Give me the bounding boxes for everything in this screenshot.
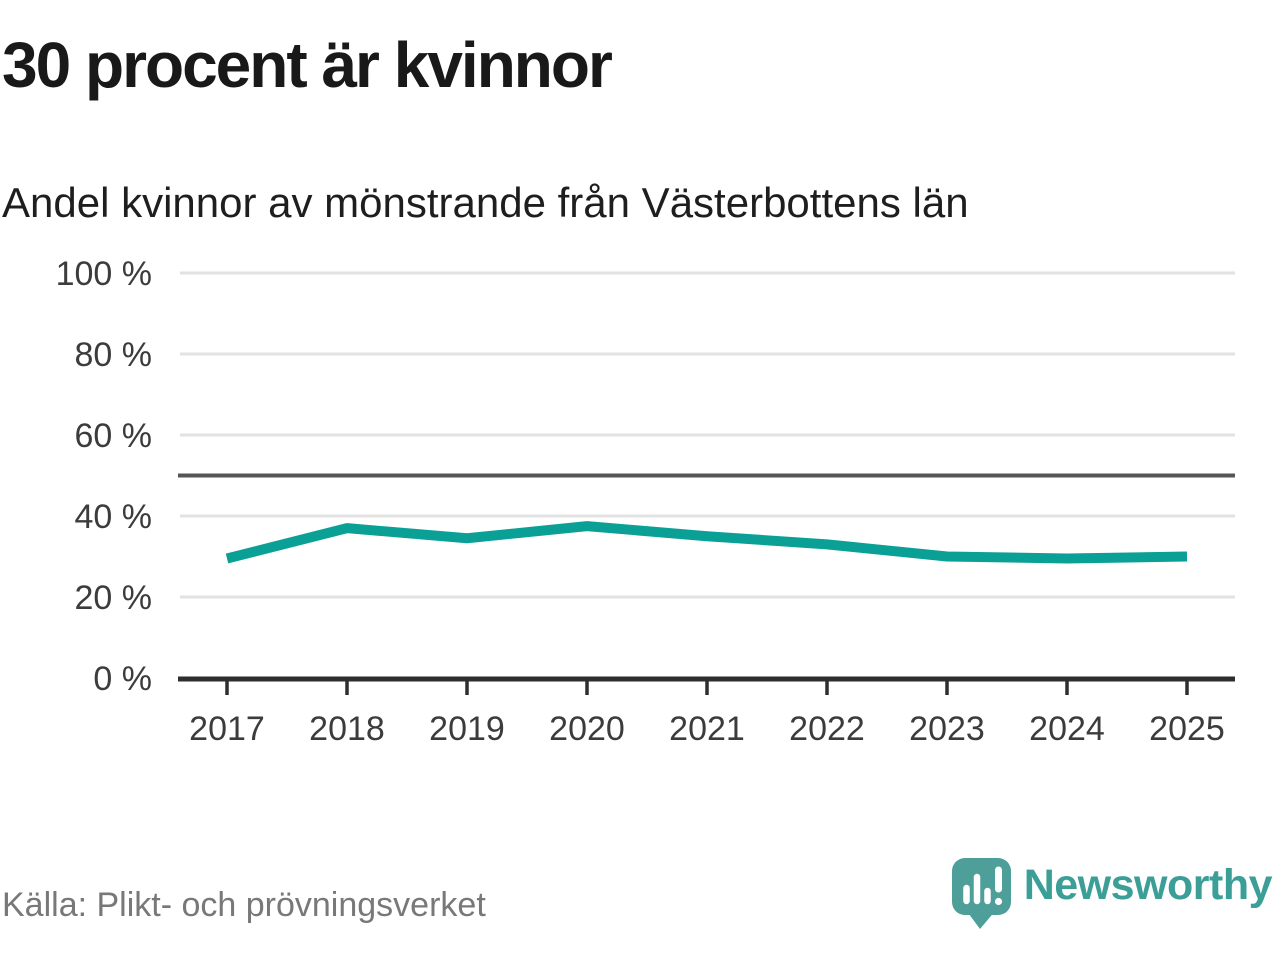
newsworthy-logo: Newsworthy (951, 858, 1273, 934)
logo-bubble (951, 858, 1011, 915)
data-line (225, 521, 1188, 564)
y-axis-label: 40 % (75, 498, 153, 536)
x-axis-label: 2017 (189, 710, 265, 748)
x-axis-label: 2018 (309, 710, 385, 748)
x-axis-label: 2022 (789, 710, 865, 748)
newsworthy-wordmark: Newsworthy (1023, 861, 1273, 909)
x-axis-label: 2024 (1029, 710, 1105, 748)
chart-subtitle: Andel kvinnor av mönstrande från Västerb… (2, 179, 969, 226)
logo-exclamation-dot (994, 897, 1002, 906)
x-axis-label: 2023 (909, 710, 985, 748)
y-axis-label: 60 % (75, 417, 153, 455)
x-axis-label: 2025 (1149, 710, 1225, 748)
y-axis-label: 80 % (75, 336, 153, 374)
x-axis-label: 2020 (549, 710, 625, 748)
x-axis-label: 2021 (669, 710, 745, 748)
x-axis-label: 2019 (429, 710, 505, 748)
chart-title: 30 procent är kvinnor (2, 29, 613, 101)
y-axis-label: 0 % (93, 660, 152, 698)
y-axis-label: 100 % (56, 255, 152, 293)
newsworthy-logo-icon (951, 858, 1011, 929)
source-note: Källa: Plikt- och prövningsverket (2, 886, 486, 924)
y-axis-label: 20 % (75, 579, 153, 617)
logo-bubble-tail (965, 910, 996, 929)
